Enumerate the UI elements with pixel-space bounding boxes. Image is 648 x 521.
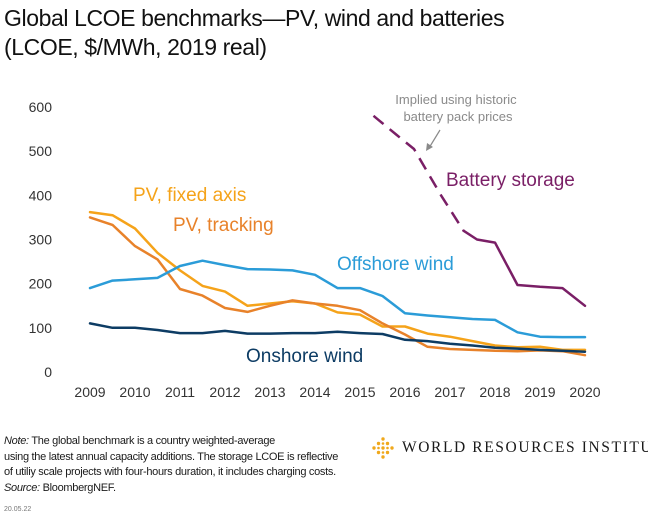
chart-subtitle: (LCOE, $/MWh, 2019 real) bbox=[4, 34, 267, 60]
label-offshore-wind: Offshore wind bbox=[337, 254, 454, 275]
y-tick-label: 500 bbox=[29, 143, 53, 159]
note-label: Note: bbox=[4, 435, 29, 447]
y-tick-label: 0 bbox=[44, 364, 52, 380]
x-tick-label: 2010 bbox=[119, 384, 150, 400]
x-tick-label: 2012 bbox=[209, 384, 240, 400]
series-line-offshore-wind bbox=[88, 259, 587, 339]
x-tick-label: 2017 bbox=[434, 384, 465, 400]
implied-arrow-head bbox=[426, 143, 433, 151]
source-text: BloombergNEF. bbox=[39, 481, 116, 494]
x-tick-label: 2014 bbox=[299, 384, 330, 400]
footnote: Note: The global benchmark is a country … bbox=[4, 434, 374, 496]
label-implied-line2: battery pack prices bbox=[403, 109, 513, 124]
x-tick-label: 2013 bbox=[254, 384, 285, 400]
series-line-battery-storage bbox=[462, 229, 587, 308]
note-text-3: of utiliy scale projects with four-hours… bbox=[4, 466, 336, 478]
x-tick-label: 2018 bbox=[479, 384, 510, 400]
wri-logo-icon bbox=[372, 437, 394, 459]
y-axis: 0 100 200 300 400 500 600 bbox=[29, 99, 53, 380]
y-tick-label: 300 bbox=[29, 232, 53, 248]
y-tick-label: 200 bbox=[29, 276, 53, 292]
series-line-onshore-wind bbox=[88, 322, 587, 353]
y-tick-label: 100 bbox=[29, 320, 53, 336]
series-line-pv-tracking bbox=[88, 216, 587, 357]
x-tick-label: 2015 bbox=[344, 384, 375, 400]
chart-title: Global LCOE benchmarks—PV, wind and batt… bbox=[4, 4, 505, 62]
series-line-battery-storage-implied bbox=[372, 114, 465, 232]
implied-arrow-shaft bbox=[428, 129, 441, 149]
x-tick-label: 2016 bbox=[389, 384, 420, 400]
label-implied-line1: Implied using historic bbox=[395, 92, 517, 107]
x-tick-label: 2019 bbox=[524, 384, 555, 400]
label-pv-tracking: PV, tracking bbox=[173, 215, 274, 236]
source-label: Source: bbox=[4, 481, 40, 494]
note-text-2: using the latest annual capacity additio… bbox=[4, 450, 339, 463]
label-pv-fixed-axis: PV, fixed axis bbox=[133, 185, 246, 206]
series-layer bbox=[88, 114, 587, 357]
wri-logo-text: WORLD RESOURCES INSTITUTE bbox=[402, 439, 648, 456]
y-tick-label: 400 bbox=[29, 187, 53, 203]
x-tick-label: 2011 bbox=[165, 384, 195, 400]
x-tick-label: 2009 bbox=[74, 384, 105, 400]
series-line-pv-fixed-axis bbox=[88, 210, 587, 352]
wri-logo: WORLD RESOURCES INSTITUTE bbox=[372, 436, 648, 460]
y-tick-label: 600 bbox=[29, 99, 53, 115]
annotation-layer: PV, fixed axis PV, tracking Offshore win… bbox=[133, 92, 575, 367]
label-battery-storage: Battery storage bbox=[446, 170, 575, 191]
x-tick-label: 2020 bbox=[569, 384, 600, 400]
chart-title-line1: Global LCOE benchmarks—PV, wind and batt… bbox=[4, 5, 505, 31]
x-axis: 2009 2010 2011 2012 2013 2014 2015 2016 2017 2018… bbox=[74, 384, 600, 400]
date-stamp: 20.05.22 bbox=[4, 506, 32, 513]
note-text-1: The global benchmark is a country weight… bbox=[28, 435, 275, 447]
label-onshore-wind: Onshore wind bbox=[246, 346, 363, 367]
